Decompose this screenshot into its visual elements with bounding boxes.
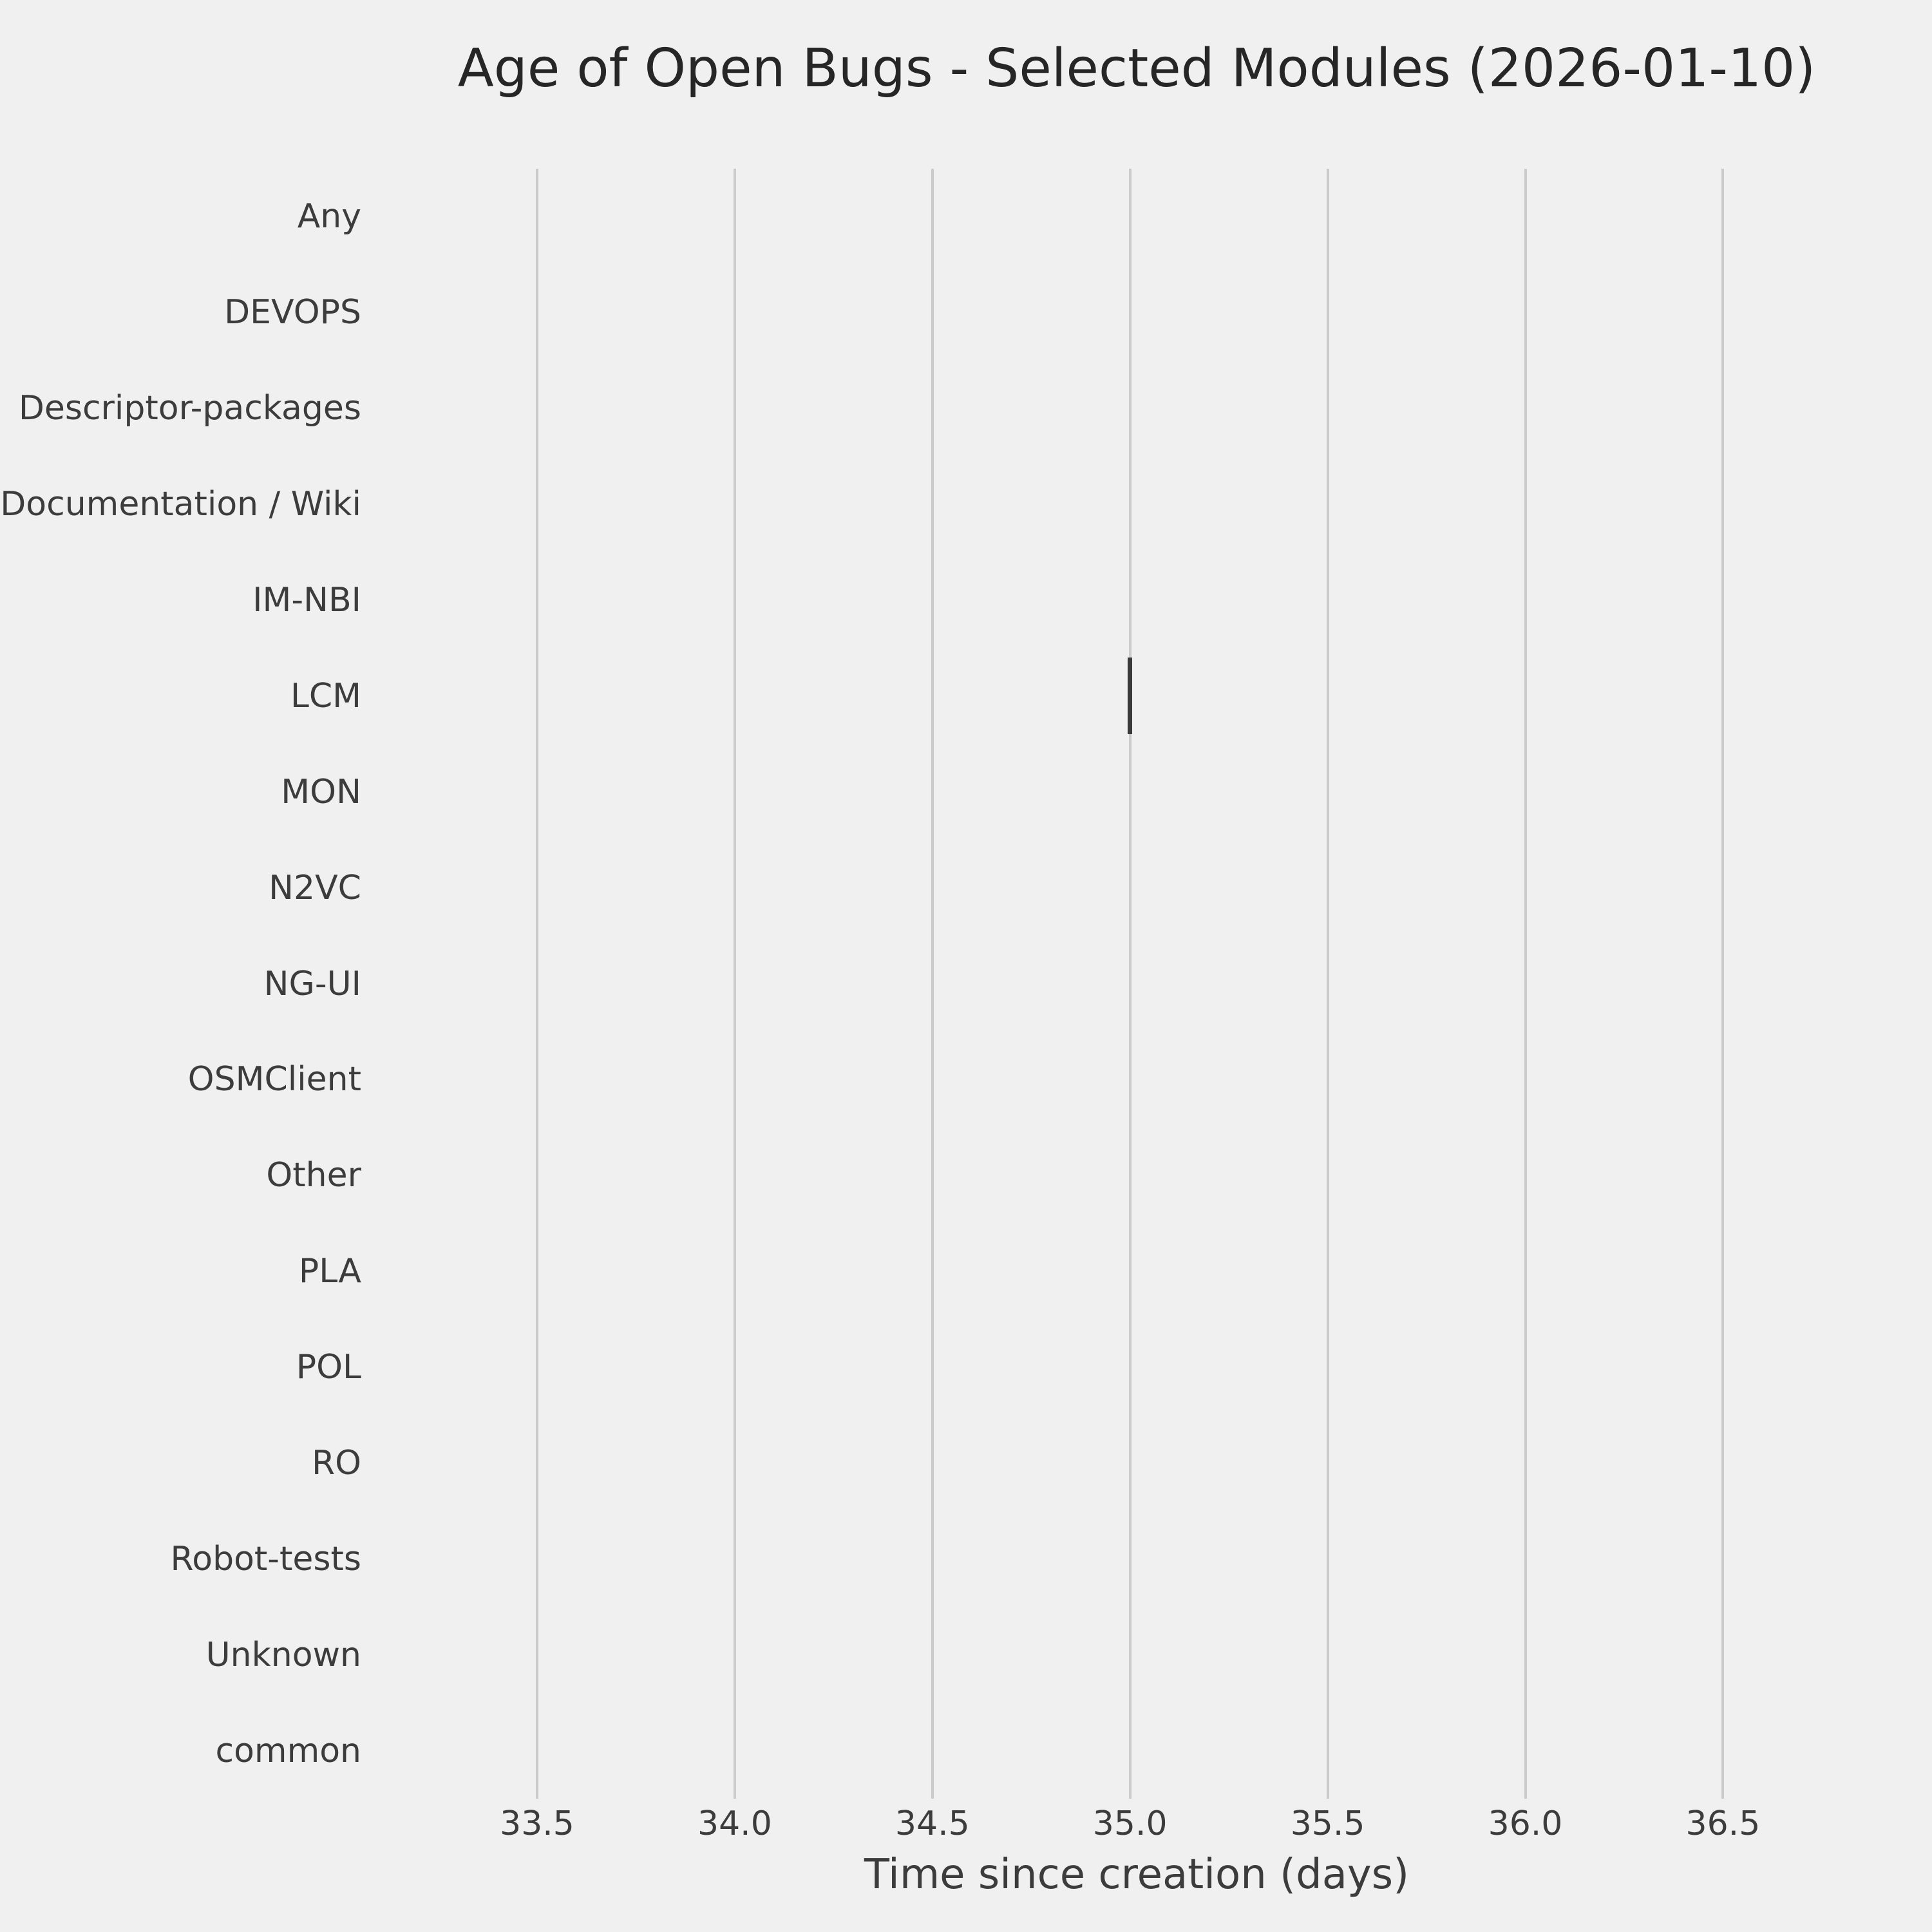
x-tick-label: 35.0 bbox=[1092, 1804, 1168, 1843]
x-tick-label: 34.0 bbox=[697, 1804, 772, 1843]
y-category-label: OSMClient bbox=[187, 1060, 361, 1099]
x-tick-label: 36.5 bbox=[1685, 1804, 1761, 1843]
y-category-label: Other bbox=[266, 1156, 361, 1195]
x-tick-label: 35.5 bbox=[1290, 1804, 1365, 1843]
y-category-label: Any bbox=[297, 197, 361, 236]
y-category-label: common bbox=[215, 1731, 361, 1770]
x-gridline bbox=[536, 169, 538, 1799]
y-category-label: Unknown bbox=[205, 1635, 361, 1674]
x-gridline bbox=[1326, 169, 1329, 1799]
y-category-label: RO bbox=[311, 1443, 361, 1482]
x-axis-title: Time since creation (days) bbox=[864, 1851, 1410, 1899]
y-category-label: POL bbox=[296, 1348, 361, 1387]
x-gridline bbox=[1524, 169, 1527, 1799]
x-tick-label: 33.5 bbox=[500, 1804, 574, 1843]
y-category-label: PLA bbox=[298, 1252, 361, 1291]
x-gridline bbox=[733, 169, 736, 1799]
box-mark bbox=[1128, 658, 1133, 735]
y-category-label: Robot-tests bbox=[170, 1539, 361, 1578]
y-category-label: Documentation / Wiki bbox=[0, 485, 361, 524]
x-tick-label: 34.5 bbox=[895, 1804, 970, 1843]
chart-title: Age of Open Bugs - Selected Modules (202… bbox=[457, 38, 1816, 99]
y-category-label: NG-UI bbox=[263, 964, 361, 1003]
y-category-label: LCM bbox=[290, 676, 361, 715]
y-category-label: IM-NBI bbox=[252, 580, 361, 620]
y-category-label: MON bbox=[281, 772, 361, 811]
x-gridline bbox=[1128, 169, 1132, 1799]
x-tick-label: 36.0 bbox=[1488, 1804, 1563, 1843]
y-category-label: N2VC bbox=[269, 868, 361, 907]
x-gridline bbox=[1721, 169, 1725, 1799]
x-gridline bbox=[931, 169, 934, 1799]
y-category-label: DEVOPS bbox=[224, 293, 361, 332]
y-category-label: Descriptor-packages bbox=[18, 389, 361, 428]
